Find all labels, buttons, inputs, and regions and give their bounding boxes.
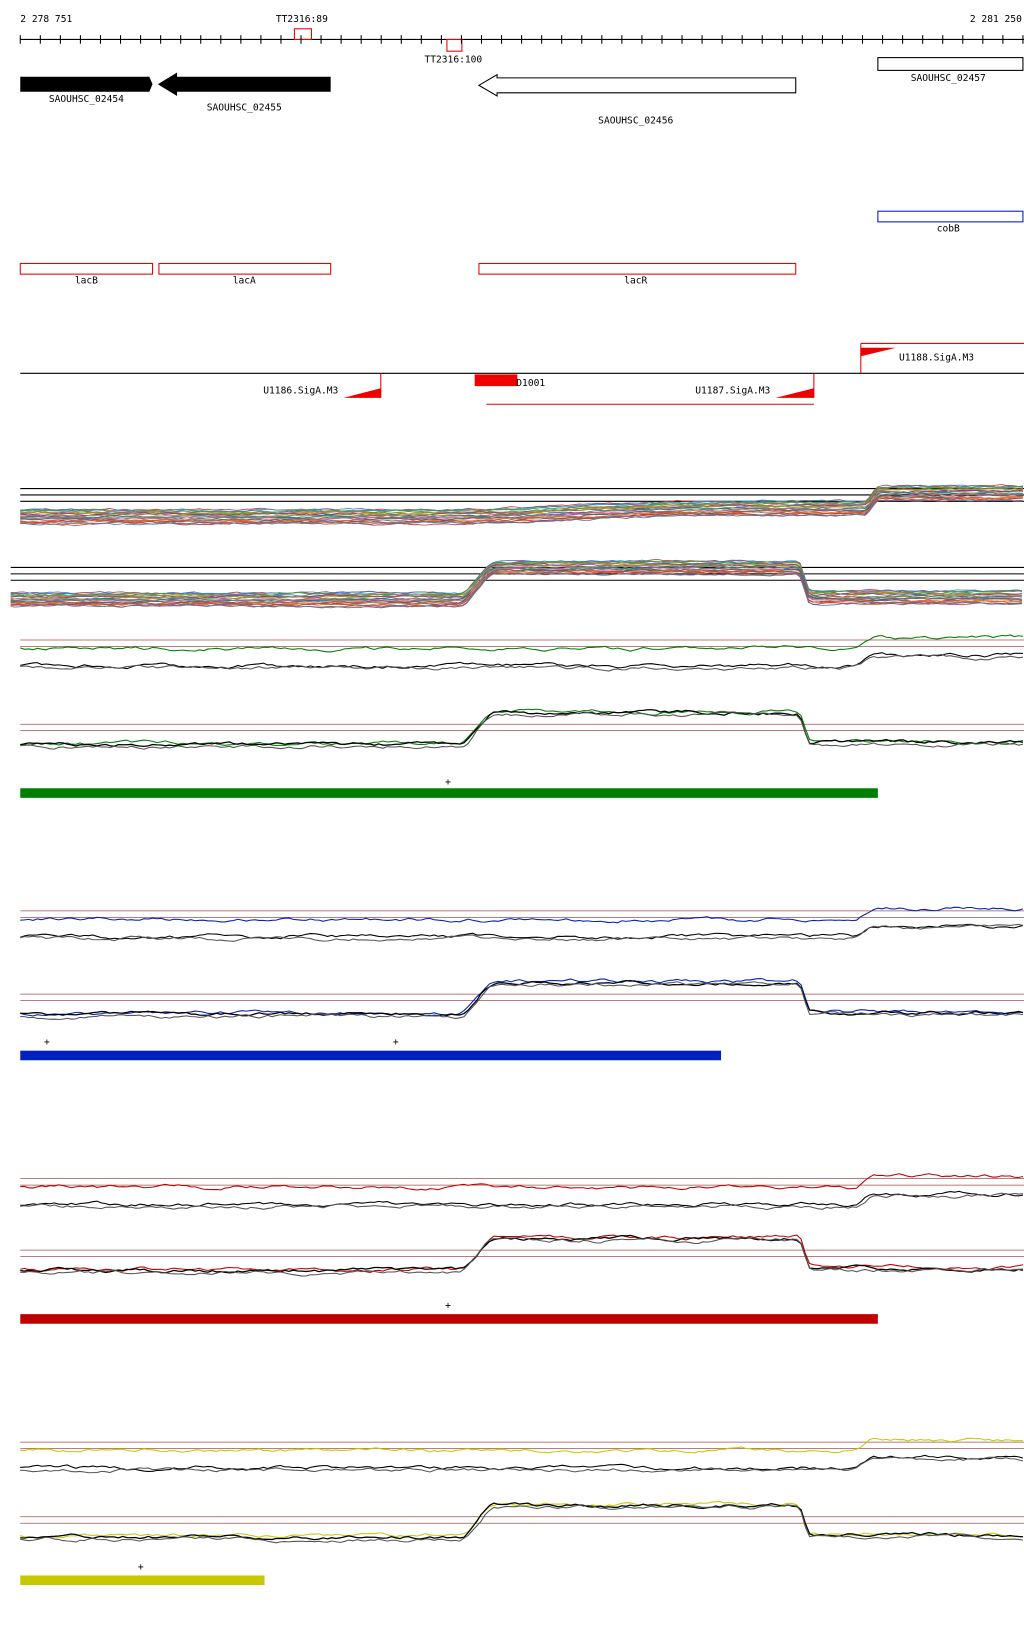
gene-arrow xyxy=(157,72,331,96)
gene-box xyxy=(877,57,1024,71)
signal-line xyxy=(10,559,1022,596)
gene-label: SAOUHSC_02456 xyxy=(598,116,673,127)
signal-line xyxy=(20,979,1024,1017)
feature-label: lacA xyxy=(233,276,256,287)
signal-line xyxy=(20,489,1024,517)
track-bar xyxy=(20,1314,878,1324)
signal-line xyxy=(20,652,1023,670)
marker xyxy=(293,28,312,40)
signal-line xyxy=(10,562,1022,599)
signal-line xyxy=(20,923,1024,942)
track-mark: + xyxy=(445,777,451,788)
signal-line xyxy=(20,493,1023,521)
track-mark: + xyxy=(393,1037,399,1048)
signal-line xyxy=(10,567,1022,604)
signal-line xyxy=(20,1234,1024,1274)
track-bar xyxy=(20,1050,722,1061)
track-mark: + xyxy=(138,1562,144,1573)
marker xyxy=(446,38,463,52)
signal-line xyxy=(20,923,1024,940)
signal-line xyxy=(20,490,1023,518)
signal-line xyxy=(20,981,1024,1021)
genes: SAOUHSC_02454 SAOUHSC_02455 SAOUHSC_0245… xyxy=(20,57,1024,127)
signal-line xyxy=(20,498,1023,526)
promoter-label: U1188.SigA.M3 xyxy=(899,352,974,363)
promoter-box xyxy=(474,374,518,387)
promoter-triangle xyxy=(775,388,814,398)
promoter-triangle xyxy=(860,347,896,357)
signal-line xyxy=(20,1190,1024,1208)
gene-label: SAOUHSC_02454 xyxy=(49,94,124,105)
gene-arrow xyxy=(477,73,797,97)
track: + xyxy=(20,1437,1024,1586)
track-bar xyxy=(20,1575,265,1586)
signal-line xyxy=(20,1192,1023,1211)
signal-line xyxy=(20,634,1024,653)
ruler-start: 2 278 751 xyxy=(20,14,72,25)
gene-label: SAOUHSC_02457 xyxy=(911,73,986,84)
signal-line xyxy=(20,1454,1024,1473)
signal-line xyxy=(20,1502,1023,1541)
promoter-label: D1001 xyxy=(516,378,545,389)
promoter-label: U1187.SigA.M3 xyxy=(695,385,770,396)
signal-line xyxy=(20,709,1024,747)
signal-line xyxy=(20,1456,1024,1474)
gene-arrow xyxy=(20,76,153,92)
signal-line xyxy=(10,566,1022,603)
signal-line xyxy=(20,1236,1024,1277)
marker-label: TT2316:89 xyxy=(276,14,328,25)
gene-label: SAOUHSC_02455 xyxy=(207,103,282,114)
feature-box xyxy=(19,262,154,275)
track: + + xyxy=(20,906,1024,1061)
signal-line xyxy=(20,1504,1024,1544)
promoters: U1186.SigA.M3 D1001 U1187.SigA.M3 U1188.… xyxy=(20,342,1024,405)
track: + xyxy=(20,1173,1024,1324)
signal-line xyxy=(20,653,1024,672)
signal-line xyxy=(20,495,1023,524)
track-mark: + xyxy=(44,1037,50,1048)
feature-label: cobB xyxy=(937,223,960,234)
signal-line xyxy=(10,563,1022,601)
feature-box xyxy=(478,262,797,275)
signal-line xyxy=(20,485,1024,515)
ruler: 2 278 751 2 281 250 TT2316:89 TT2316:100 xyxy=(19,14,1024,66)
promoter-label: U1186.SigA.M3 xyxy=(263,385,338,396)
track-bar xyxy=(20,788,878,798)
feature-label: lacR xyxy=(624,276,647,287)
feature-label: lacB xyxy=(75,276,98,287)
signal-line xyxy=(20,497,1023,525)
track: + xyxy=(20,634,1024,798)
signal-line xyxy=(20,710,1024,750)
signal-line xyxy=(10,559,1022,595)
signal-line xyxy=(20,1234,1024,1273)
tracks: ++ +++ xyxy=(10,484,1024,1586)
promoter-triangle xyxy=(343,388,381,398)
signal-line xyxy=(20,1173,1024,1191)
feature-box xyxy=(877,210,1024,223)
signal-line xyxy=(10,572,1022,609)
marker-label: TT2316:100 xyxy=(424,55,482,66)
signal-line xyxy=(20,1437,1023,1454)
signal-line xyxy=(20,1500,1023,1539)
signal-line xyxy=(10,563,1022,601)
signal-line xyxy=(20,906,1024,924)
feature-box xyxy=(158,262,332,275)
signal-line xyxy=(20,708,1024,747)
ruler-end: 2 281 250 xyxy=(970,14,1022,25)
features: cobB lacB lacA lacR xyxy=(19,210,1024,287)
track-mark: + xyxy=(445,1301,451,1312)
